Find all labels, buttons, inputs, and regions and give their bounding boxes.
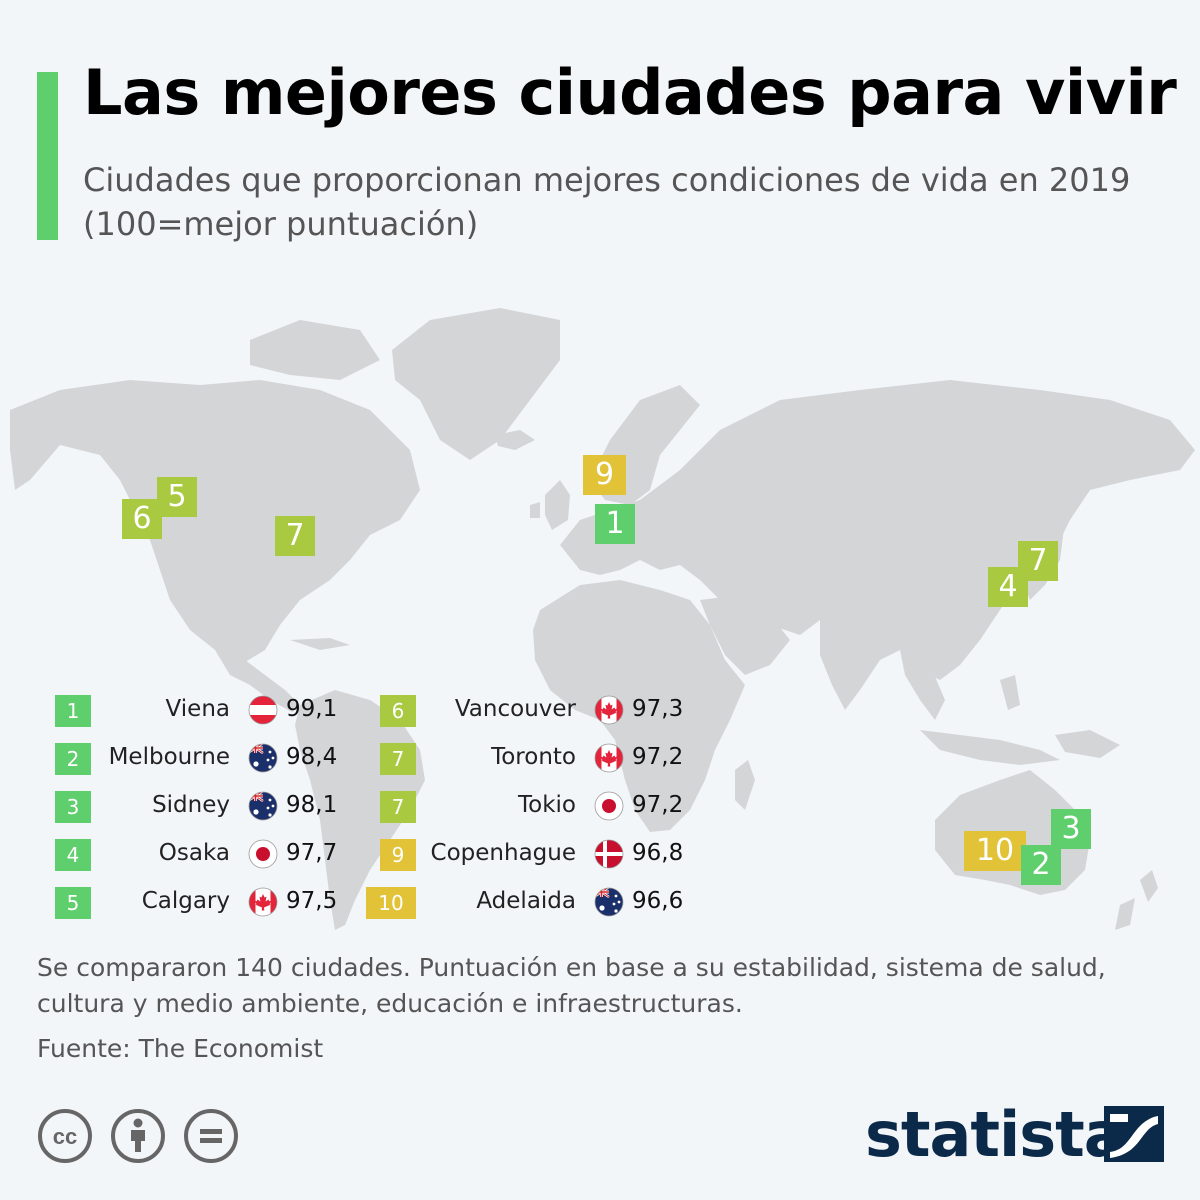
landmass-british-isles xyxy=(530,480,570,530)
legend-row: 4 Osaka 97,7 xyxy=(40,834,340,882)
legend-score: 97,3 xyxy=(632,696,684,722)
source-line: Fuente: The Economist xyxy=(37,1034,324,1063)
legend-city: Osaka xyxy=(158,840,230,866)
legend-score: 97,2 xyxy=(632,744,684,770)
landmass-iceland xyxy=(495,430,535,450)
legend-city: Adelaida xyxy=(476,888,576,914)
legend-score: 99,1 xyxy=(286,696,338,722)
landmass-africa xyxy=(533,580,745,832)
landmass-india xyxy=(820,620,880,710)
legend-column-1: 1 Viena 99,1 2 Melbourne 98,4 3 Sidney 9… xyxy=(40,690,340,930)
legend-score: 97,7 xyxy=(286,840,338,866)
methodology-note: Se compararon 140 ciudades. Puntuación e… xyxy=(37,953,1106,1018)
map-marker-adelaida: 10 xyxy=(964,831,1026,871)
map-marker-viena: 1 xyxy=(595,504,635,544)
landmass-north-america xyxy=(10,380,420,665)
page-subtitle: Ciudades que proporcionan mejores condic… xyxy=(83,161,1131,243)
legend-row: 7 Toronto 97,2 xyxy=(366,738,686,786)
legend-row: 10 Adelaida 96,6 xyxy=(366,882,686,930)
map-marker-sidney: 3 xyxy=(1051,809,1091,849)
legend-row: 6 Vancouver 97,3 xyxy=(366,690,686,738)
landmass-madagascar xyxy=(735,760,755,810)
austria-flag-icon xyxy=(248,695,278,725)
legend-row: 7 Tokio 97,2 xyxy=(366,786,686,834)
map-marker-melbourne: 2 xyxy=(1021,845,1061,885)
legend-score: 98,1 xyxy=(286,792,338,818)
map-marker-osaka: 4 xyxy=(988,567,1028,607)
japan-flag-icon xyxy=(594,791,624,821)
landmass-eurasia xyxy=(560,380,1195,680)
legend-city: Melbourne xyxy=(108,744,230,770)
world-map xyxy=(10,308,1195,930)
legend-column-2: 6 Vancouver 97,3 7 Toronto 97,2 7 Tokio … xyxy=(366,690,686,930)
canada-flag-icon xyxy=(594,743,624,773)
landmass-indonesia xyxy=(920,675,1060,765)
australia-flag-icon xyxy=(248,743,278,773)
landmass-new-zealand xyxy=(1115,870,1158,930)
australia-flag-icon xyxy=(248,791,278,821)
attribution-icon[interactable] xyxy=(110,1108,166,1164)
landmass-indochina xyxy=(900,650,945,720)
map-marker-vancouver: 6 xyxy=(122,499,162,539)
legend-city: Calgary xyxy=(141,888,230,914)
legend-score: 96,8 xyxy=(632,840,684,866)
no-derivatives-icon[interactable] xyxy=(183,1108,239,1164)
canada-flag-icon xyxy=(248,887,278,917)
map-marker-calgary: 5 xyxy=(157,477,197,517)
legend-city: Tokio xyxy=(518,792,576,818)
legend-row: 9 Copenhague 96,8 xyxy=(366,834,686,882)
legend-score: 97,2 xyxy=(632,792,684,818)
legend-row: 5 Calgary 97,5 xyxy=(40,882,340,930)
australia-flag-icon xyxy=(594,887,624,917)
legend-city: Toronto xyxy=(491,744,576,770)
statista-logo-icon xyxy=(1104,1106,1164,1162)
legend-rank: 4 xyxy=(55,839,91,871)
map-marker-toronto: 7 xyxy=(275,516,315,556)
landmass-greenland xyxy=(392,308,560,460)
legend-city: Vancouver xyxy=(454,696,576,722)
legend-score: 98,4 xyxy=(286,744,338,770)
japan-flag-icon xyxy=(248,839,278,869)
legend-rank: 5 xyxy=(55,887,91,919)
legend-score: 97,5 xyxy=(286,888,338,914)
canada-flag-icon xyxy=(594,695,624,725)
map-marker-copenhague: 9 xyxy=(583,455,626,495)
legend-rank: 10 xyxy=(366,887,416,919)
landmass-caribbean xyxy=(290,638,350,650)
cc-icon[interactable]: cc xyxy=(37,1108,93,1164)
page-title: Las mejores ciudades para vivir xyxy=(83,56,1177,129)
legend-rank: 1 xyxy=(55,695,91,727)
landmass-arctic-islands xyxy=(250,320,380,380)
legend-row: 1 Viena 99,1 xyxy=(40,690,340,738)
legend-city: Copenhague xyxy=(430,840,576,866)
legend-rank: 2 xyxy=(55,743,91,775)
legend-row: 2 Melbourne 98,4 xyxy=(40,738,340,786)
legend-score: 96,6 xyxy=(632,888,684,914)
svg-text:cc: cc xyxy=(53,1124,77,1149)
landmass-arabia xyxy=(700,595,790,675)
legend-city: Viena xyxy=(165,696,230,722)
landmass-central-america xyxy=(215,650,300,712)
legend-city: Sidney xyxy=(152,792,230,818)
legend-rank: 7 xyxy=(380,743,416,775)
accent-bar xyxy=(37,72,58,240)
landmass-new-guinea xyxy=(1055,730,1120,758)
legend-rank: 3 xyxy=(55,791,91,823)
statista-logo[interactable]: statista xyxy=(865,1098,1126,1171)
denmark-flag-icon xyxy=(594,839,624,869)
legend-rank: 9 xyxy=(380,839,416,871)
legend-row: 3 Sidney 98,1 xyxy=(40,786,340,834)
legend-rank: 6 xyxy=(380,695,416,727)
legend-rank: 7 xyxy=(380,791,416,823)
